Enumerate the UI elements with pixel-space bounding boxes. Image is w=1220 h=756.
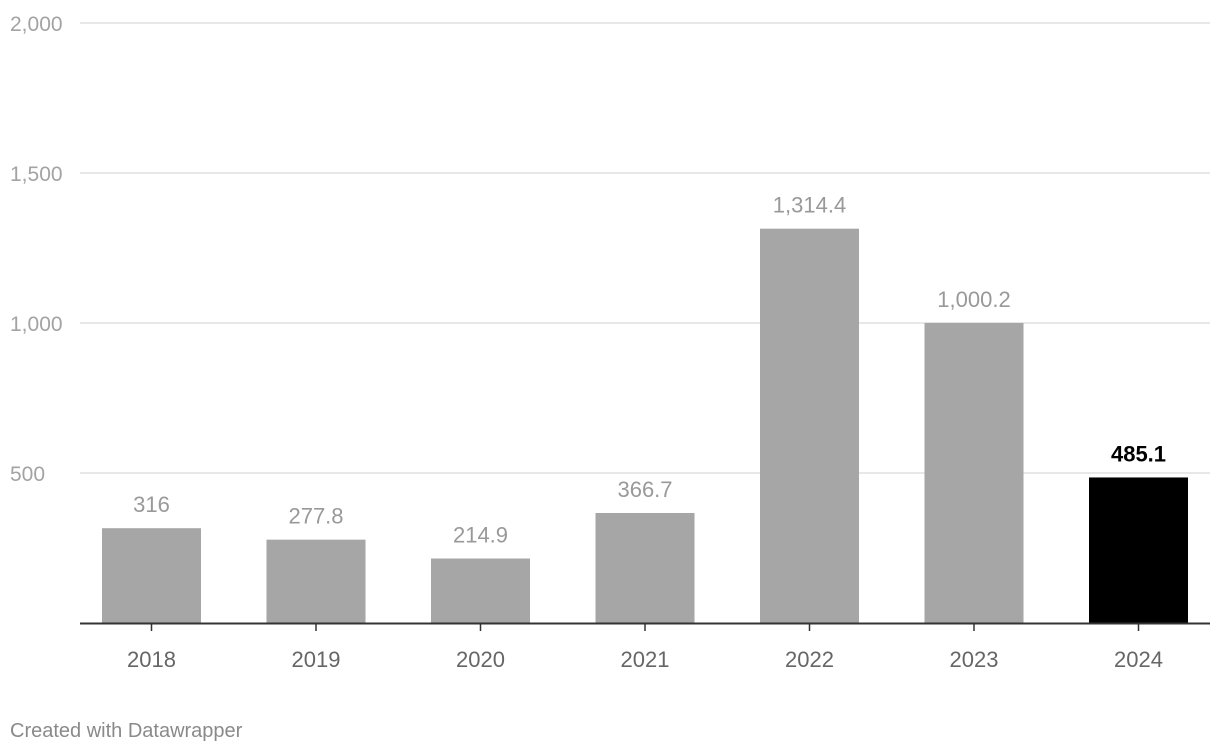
y-tick-label: 2,000 [10, 13, 63, 36]
value-label: 366.7 [617, 477, 672, 502]
x-tick-label: 2021 [621, 647, 670, 672]
value-label: 1,000.2 [937, 287, 1010, 312]
x-tick-label: 2018 [127, 647, 176, 672]
value-label: 316 [133, 492, 170, 517]
y-tick-label: 500 [10, 463, 45, 486]
bar [102, 528, 201, 623]
bar-chart: 500 1,000 1,500 2,000 316 277.8 214.9 366.7 1,3… [10, 13, 1210, 672]
gridlines: 500 1,000 1,500 2,000 [10, 13, 1210, 486]
x-axis: 2018 2019 2020 2021 2022 2023 2024 [127, 623, 1163, 672]
bar [266, 539, 366, 623]
value-label: 1,314.4 [773, 193, 846, 218]
bar [924, 322, 1024, 623]
y-tick-label: 1,500 [10, 163, 63, 186]
bar [760, 228, 859, 623]
value-label: 485.1 [1111, 441, 1166, 466]
value-labels: 316 277.8 214.9 366.7 1,314.4 1,000.2 485.1 [133, 193, 1166, 548]
bars [102, 228, 1188, 623]
x-tick-label: 2019 [292, 647, 341, 672]
bar [595, 512, 695, 623]
x-tick-label: 2023 [950, 647, 999, 672]
value-label: 214.9 [453, 523, 508, 548]
datawrapper-credit: Created with Datawrapper [10, 720, 243, 742]
value-label: 277.8 [288, 504, 343, 529]
x-tick-label: 2024 [1114, 647, 1163, 672]
x-tick-label: 2022 [785, 647, 834, 672]
x-tick-label: 2020 [456, 647, 505, 672]
y-tick-label: 1,000 [10, 313, 63, 336]
bar [1089, 477, 1188, 623]
bar [431, 558, 530, 623]
